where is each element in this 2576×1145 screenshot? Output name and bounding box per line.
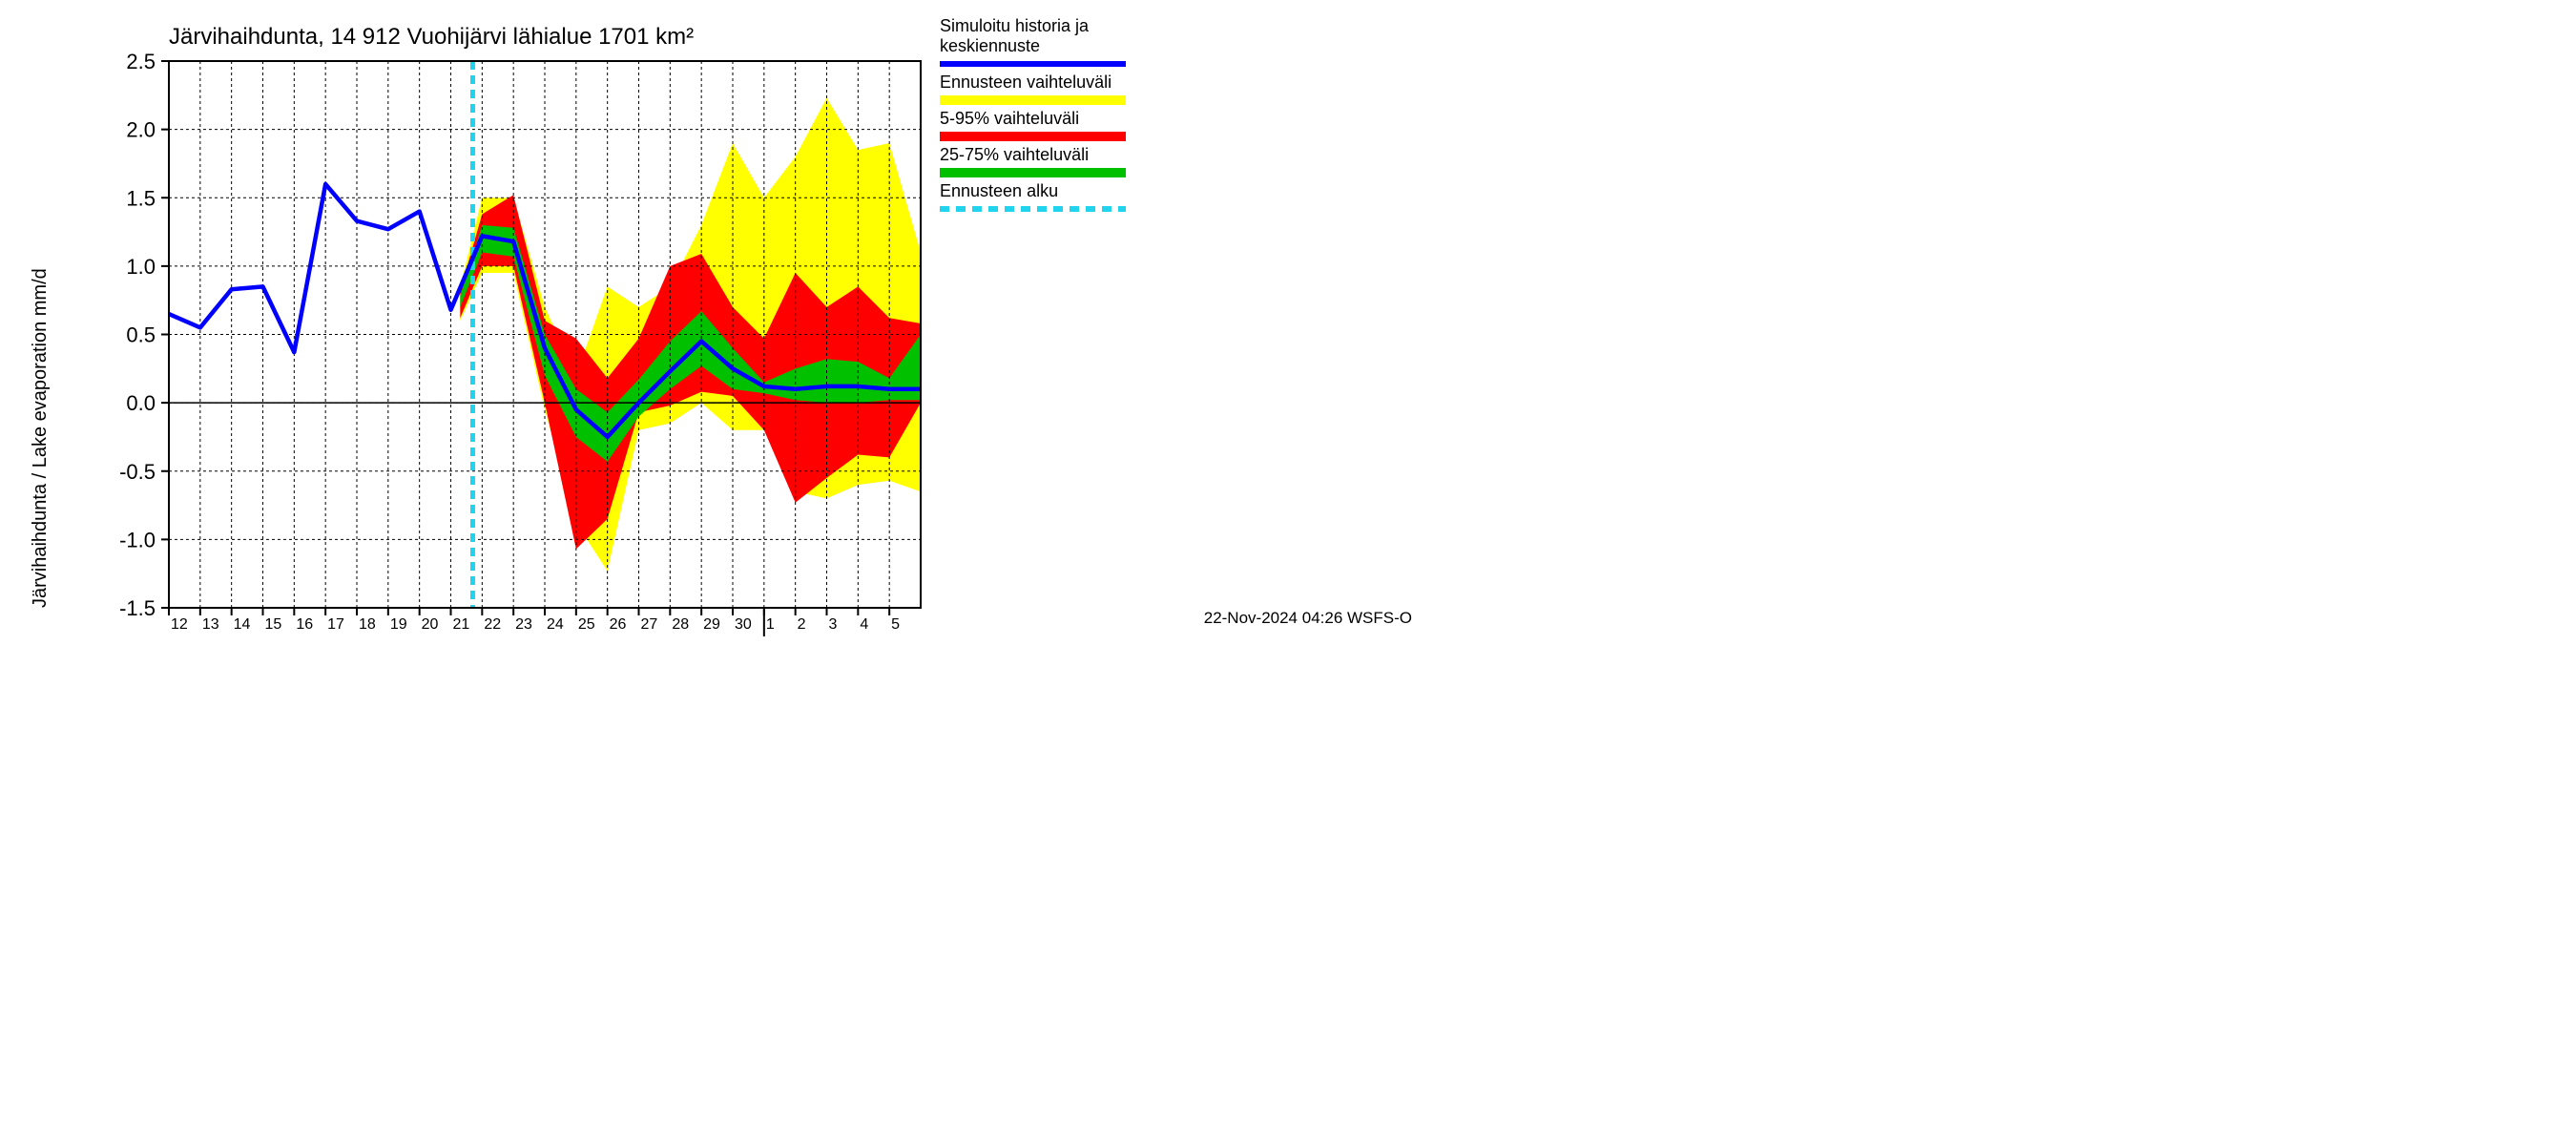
x-tick-label: 28 <box>672 616 689 633</box>
legend-swatch <box>940 132 1126 141</box>
x-tick-label: 5 <box>891 616 900 633</box>
legend-label: Ennusteen vaihteluväli <box>940 73 1111 92</box>
y-tick-label: 2.0 <box>126 118 156 142</box>
x-tick-label: 24 <box>547 616 564 633</box>
legend-label: Ennusteen alku <box>940 181 1058 200</box>
x-tick-label: 17 <box>327 616 344 633</box>
legend-swatch <box>940 61 1126 67</box>
y-tick-label: 1.0 <box>126 255 156 279</box>
x-tick-label: 13 <box>202 616 219 633</box>
legend-swatch <box>940 95 1126 105</box>
legend-label: 25-75% vaihteluväli <box>940 145 1089 164</box>
y-tick-label: -0.5 <box>119 460 156 484</box>
legend-label: Simuloitu historia ja <box>940 16 1090 35</box>
y-tick-label: 1.5 <box>126 186 156 210</box>
y-tick-label: -1.5 <box>119 596 156 620</box>
x-tick-label: 14 <box>234 616 251 633</box>
month-label: Joulukuu <box>789 635 858 636</box>
x-tick-label: 12 <box>171 616 188 633</box>
x-tick-label: 29 <box>703 616 720 633</box>
x-tick-label: 18 <box>359 616 376 633</box>
x-tick-label: 20 <box>422 616 439 633</box>
x-tick-label: 3 <box>829 616 838 633</box>
x-tick-label: 27 <box>641 616 658 633</box>
x-tick-label: 16 <box>296 616 313 633</box>
month-label: Marraskuu 2024 <box>169 635 293 636</box>
legend-label: keskiennuste <box>940 36 1040 55</box>
y-tick-label: 0.0 <box>126 391 156 415</box>
y-tick-label: 0.5 <box>126 323 156 347</box>
x-tick-label: 1 <box>766 616 775 633</box>
y-tick-label: -1.0 <box>119 528 156 552</box>
x-tick-label: 23 <box>515 616 532 633</box>
footer-timestamp: 22-Nov-2024 04:26 WSFS-O <box>1204 609 1412 627</box>
legend-swatch <box>940 168 1126 177</box>
x-tick-label: 22 <box>484 616 501 633</box>
x-tick-label: 4 <box>860 616 868 633</box>
x-tick-label: 2 <box>798 616 806 633</box>
x-tick-label: 21 <box>453 616 470 633</box>
x-tick-label: 15 <box>265 616 282 633</box>
legend-label: 5-95% vaihteluväli <box>940 109 1079 128</box>
y-axis-label: Järvihaihdunta / Lake evaporation mm/d <box>30 268 51 608</box>
x-tick-label: 26 <box>610 616 627 633</box>
x-tick-label: 30 <box>735 616 752 633</box>
x-tick-label: 19 <box>390 616 407 633</box>
chart-title: Järvihaihdunta, 14 912 Vuohijärvi lähial… <box>169 24 694 50</box>
x-tick-label: 25 <box>578 616 595 633</box>
y-tick-label: 2.5 <box>126 50 156 73</box>
